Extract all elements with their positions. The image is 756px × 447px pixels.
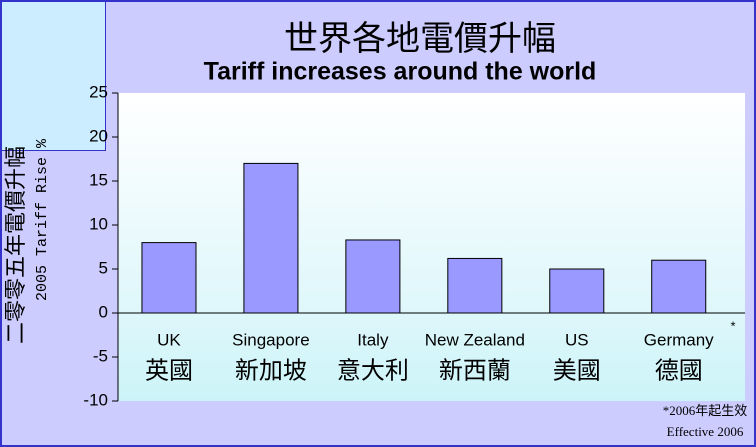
- x-tick-label: Singapore: [232, 330, 310, 349]
- x-tick-label: 德國: [655, 358, 703, 385]
- x-tick-label: 美國: [553, 358, 601, 385]
- annotation: *: [730, 318, 735, 333]
- x-tick-label: 英國: [145, 358, 193, 385]
- y-tick-label: -5: [93, 346, 108, 365]
- y-tick-label: 0: [99, 302, 108, 321]
- y-axis-label: 2005 Tariff Rise %: [34, 138, 51, 301]
- chart-title: 世界各地電價升幅: [284, 20, 556, 58]
- corner-box: [0, 0, 106, 151]
- bar: [243, 162, 299, 314]
- y-tick-label: 15: [89, 170, 108, 189]
- y-tick-label: -10: [83, 390, 108, 409]
- bar: [447, 257, 503, 314]
- x-tick-label: Germany: [644, 330, 714, 349]
- footnote: *2006年起生效: [663, 403, 748, 418]
- plot-area: [118, 93, 745, 401]
- x-tick-label: US: [565, 330, 589, 349]
- y-tick-label: 25: [89, 82, 108, 101]
- bar: [549, 268, 605, 314]
- bar: [141, 242, 197, 314]
- chart-subtitle: Tariff increases around the world: [204, 58, 597, 86]
- footnote: Effective 2006: [667, 424, 744, 439]
- bar: [651, 259, 707, 314]
- x-tick-label: 新西蘭: [439, 358, 511, 385]
- y-tick-label: 10: [89, 214, 108, 233]
- x-tick-label: New Zealand: [425, 330, 525, 349]
- x-tick-label: 新加坡: [235, 358, 307, 385]
- y-tick-label: 5: [99, 258, 108, 277]
- x-tick-label: 意大利: [337, 358, 409, 385]
- y-axis-label: 二零零五年電價升幅: [3, 146, 28, 344]
- y-tick-label: 20: [89, 126, 108, 145]
- x-tick-label: UK: [157, 330, 181, 349]
- bar: [345, 239, 401, 314]
- x-tick-label: Italy: [357, 330, 389, 349]
